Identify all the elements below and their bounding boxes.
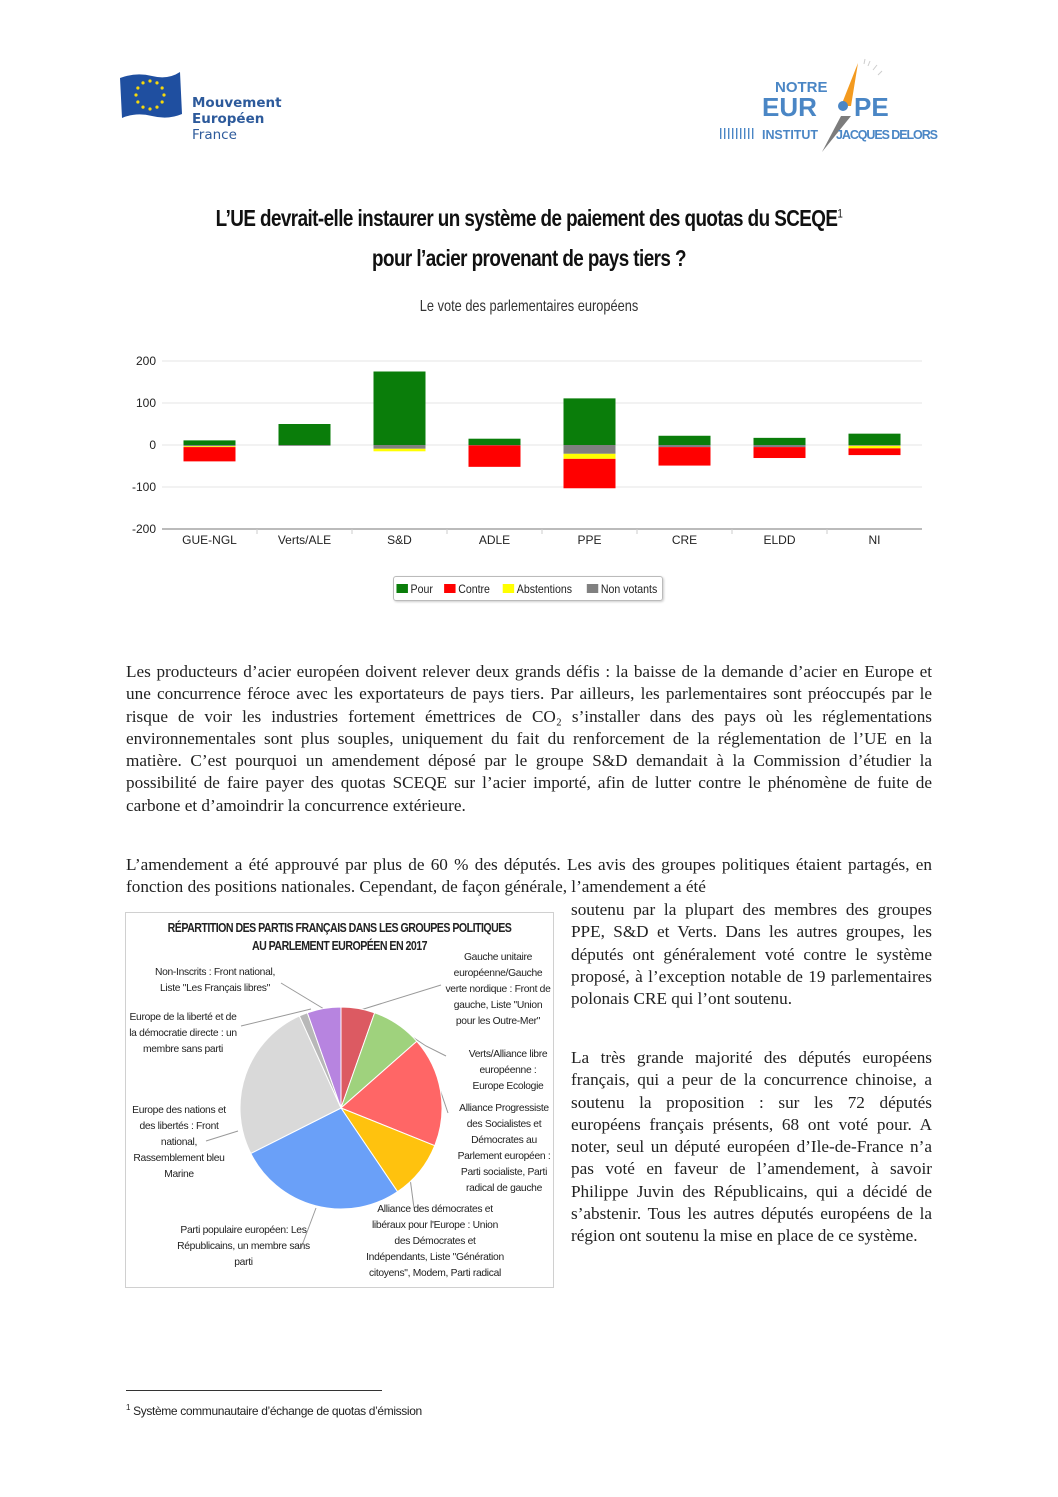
bar-non-votants <box>658 445 711 448</box>
paragraph-3: La très grande majorité des députés euro… <box>571 1048 932 1246</box>
star-icon <box>148 107 152 111</box>
x-tick-label: Verts/ALE <box>278 533 331 547</box>
pie-label-verts: Verts/Alliance libre européenne : Europe… <box>468 1049 548 1092</box>
eu-flag-icon <box>120 72 182 118</box>
x-tick-label: ADLE <box>479 533 510 547</box>
pie-label-efdd: Europe de la liberté et de la démocratie… <box>129 1012 237 1055</box>
star-icon <box>160 100 164 104</box>
footnote-divider <box>126 1390 382 1391</box>
y-tick-label: 200 <box>136 354 156 368</box>
svg-text:PE: PE <box>854 92 889 122</box>
bar-non-votants <box>278 445 331 446</box>
pie-chart <box>205 982 449 1249</box>
pie-label-ni: Non-Inscrits : Front national, Liste "Le… <box>154 967 276 994</box>
x-tick-label: PPE <box>577 533 601 547</box>
vote-bar-chart: 200 100 0 -100 -200 GUE-NGL Verts/ALE S&D ADLE PP… <box>132 354 922 547</box>
bar-pour <box>183 440 236 445</box>
bar-contre <box>563 458 616 489</box>
star-icon <box>148 79 152 83</box>
mouvement-europeen-logo: Mouvement Européen France <box>118 70 298 150</box>
star-icon <box>134 93 138 97</box>
bar-contre <box>658 447 711 466</box>
y-tick-label: -100 <box>132 480 156 494</box>
pie-label-sd: Alliance Progressiste des Socialistes et… <box>457 1103 551 1194</box>
x-tick-label: CRE <box>672 533 697 547</box>
star-icon <box>136 100 140 104</box>
svg-text:JACQUES DELORS: JACQUES DELORS <box>836 128 938 142</box>
paragraph-2-intro: L’amendement a été approuvé par plus de … <box>126 855 932 897</box>
page-title-line2: pour l’acier provenant de pays tiers ? <box>372 245 686 271</box>
pie-chart-box: RÉPARTITION DES PARTIS FRANÇAIS DANS LES… <box>125 912 554 1288</box>
logo-line: France <box>192 127 237 143</box>
bar-abstentions <box>373 448 426 452</box>
pie-label-ppe: Parti populaire européen: Les Républicai… <box>177 1225 310 1268</box>
svg-text:INSTITUT: INSTITUT <box>762 128 818 142</box>
pie-slice <box>340 1040 443 1147</box>
paragraph-2-cont: soutenu par la plupart des membres des g… <box>571 900 932 1009</box>
bar-non-votants <box>563 445 616 454</box>
pie-title: RÉPARTITION DES PARTIS FRANÇAIS DANS LES… <box>167 921 512 953</box>
x-tick-label: ELDD <box>763 533 795 547</box>
star-icon <box>160 86 164 90</box>
bar-pour <box>658 435 711 445</box>
compass-needle-icon: NOTRE EUR PE INSTITUT JACQUES DELORS <box>720 58 938 152</box>
y-tick-label: 100 <box>136 396 156 410</box>
bar-pour <box>563 398 616 445</box>
x-tick-label: NI <box>869 533 881 547</box>
bar-contre <box>183 447 236 462</box>
bar-contre <box>848 448 901 456</box>
logo-line: Européen <box>192 111 265 127</box>
logo-europe: EUR <box>762 92 817 122</box>
star-icon <box>155 105 159 109</box>
bar-pour <box>278 424 331 445</box>
footnote: 1 Système communautaire d’échange de quo… <box>126 1403 422 1418</box>
bar-contre <box>468 445 521 467</box>
pie-slice <box>306 1006 342 1109</box>
x-tick-label: GUE-NGL <box>182 533 237 547</box>
star-icon <box>141 81 145 85</box>
legend-item: Contre <box>443 582 490 596</box>
bar-pour <box>373 371 426 445</box>
y-tick-label: 0 <box>149 438 156 452</box>
pie-label-enf: Europe des nations et des libertés : Fro… <box>132 1105 226 1180</box>
pie-slice <box>239 1015 342 1155</box>
notre-europe-logo: NOTRE EUR PE INSTITUT JACQUES DELORS <box>718 58 943 153</box>
pie-label-gue: Gauche unitaire européenne/Gauche verte … <box>445 952 551 1027</box>
bar-pour <box>753 437 806 445</box>
page-title-line1: L’UE devrait-elle instaurer un système d… <box>215 205 843 231</box>
bar-non-votants <box>848 445 901 446</box>
logo-notre: NOTRE <box>775 79 828 96</box>
star-icon <box>141 105 145 109</box>
chart-legend: Pour Contre Abstentions Non votants <box>393 576 663 601</box>
bar-non-votants <box>183 445 236 447</box>
logo-line: Mouvement <box>192 95 282 111</box>
paragraph-1: Les producteurs d’acier européen doivent… <box>126 662 932 815</box>
star-icon <box>162 93 166 97</box>
bar-non-votants <box>373 445 426 449</box>
legend-item: Pour <box>396 582 433 596</box>
pie-label-alde: Alliance des démocrates et libéraux pour… <box>366 1204 504 1279</box>
chart-subtitle: Le vote des parlementaires européens <box>419 298 639 315</box>
star-icon <box>155 81 159 85</box>
bar-abstentions <box>848 445 901 449</box>
legend-item: Abstentions <box>502 582 572 596</box>
bar-pour <box>848 433 901 445</box>
bar-contre <box>753 447 806 459</box>
bar-abstentions <box>563 453 616 459</box>
star-icon <box>136 86 140 90</box>
bar-abstentions <box>183 446 236 448</box>
bar-non-votants <box>753 445 806 448</box>
y-tick-label: -200 <box>132 522 156 536</box>
pie-slice <box>250 1107 399 1210</box>
x-tick-label: S&D <box>387 533 412 547</box>
legend-item: Non votants <box>586 582 657 596</box>
bar-pour <box>468 438 521 445</box>
